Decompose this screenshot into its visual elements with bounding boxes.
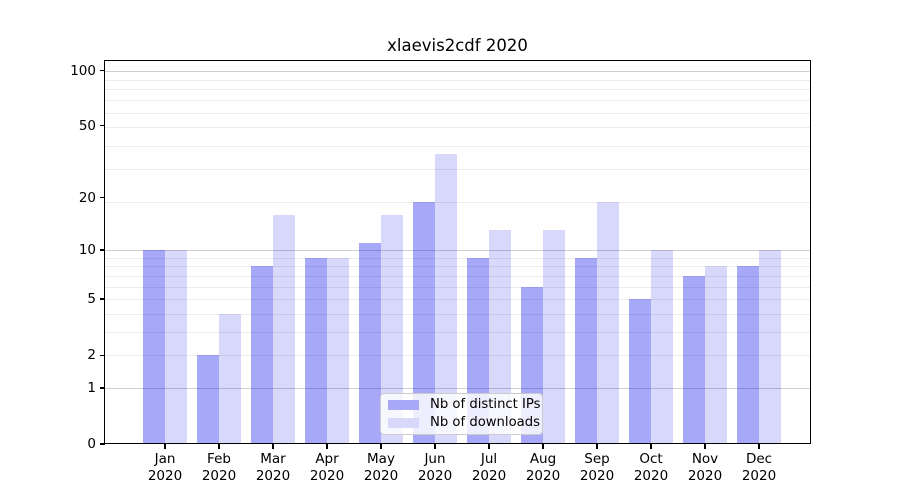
bar-sep-ips (575, 257, 597, 444)
gridline-major (105, 249, 811, 251)
bar-jun-ips (413, 201, 435, 444)
gridline-minor (105, 100, 811, 102)
bar-nov-downloads (705, 266, 727, 444)
legend-entry: Nb of distinct IPs (388, 398, 541, 412)
gridline-minor (105, 299, 811, 301)
legend-entry-label: Nb of downloads (430, 415, 540, 430)
bar-may-downloads (381, 214, 403, 444)
legend-swatch (388, 400, 419, 410)
gridline-minor (105, 257, 811, 259)
bar-mar-ips (251, 266, 273, 444)
bar-apr-downloads (327, 257, 349, 444)
legend-swatch (388, 418, 419, 428)
gridline-major (105, 387, 811, 389)
bar-dec-downloads (759, 249, 781, 444)
gridline-minor (105, 313, 811, 315)
bar-jul-downloads (489, 230, 511, 444)
bar-apr-ips (305, 257, 327, 444)
bar-aug-downloads (543, 230, 565, 444)
bar-feb-downloads (219, 313, 241, 444)
gridline-minor (105, 266, 811, 268)
gridline-minor (105, 201, 811, 203)
gridline-minor (105, 286, 811, 288)
bar-dec-ips (737, 266, 759, 444)
bar-may-ips (359, 242, 381, 444)
bar-oct-ips (629, 299, 651, 444)
gridline-minor (105, 331, 811, 333)
bar-sep-downloads (597, 201, 619, 444)
gridline-minor (105, 145, 811, 147)
bar-oct-downloads (651, 249, 673, 444)
legend: Nb of distinct IPs Nb of downloads (380, 393, 543, 435)
gridline-minor (105, 275, 811, 277)
bar-mar-downloads (273, 214, 295, 444)
gridline-minor (105, 168, 811, 170)
bar-feb-ips (197, 355, 219, 444)
chart-title: xlaevis2cdf 2020 (387, 36, 528, 55)
gridline-minor (105, 89, 811, 91)
gridline-minor (105, 355, 811, 357)
bar-jan-downloads (165, 249, 187, 444)
legend-entry: Nb of downloads (388, 416, 540, 430)
gridline-minor (105, 112, 811, 114)
gridline-minor (105, 79, 811, 81)
bar-jun-downloads (435, 154, 457, 444)
gridline-minor (105, 127, 811, 129)
bar-nov-ips (683, 275, 705, 444)
legend-entry-label: Nb of distinct IPs (430, 397, 541, 412)
bar-jan-ips (143, 249, 165, 444)
gridline-major (105, 70, 811, 72)
